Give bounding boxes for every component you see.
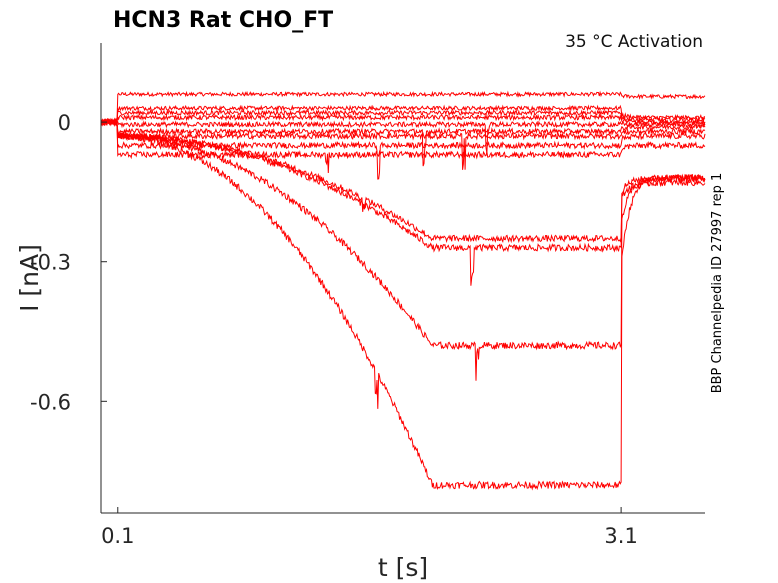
series-line	[100, 104, 706, 126]
y-tick-label: -0.3	[30, 251, 71, 275]
x-tick-label: 3.1	[604, 524, 637, 548]
side-label: BBP Channelpedia ID 27997 rep 1	[710, 173, 725, 394]
series-line	[100, 117, 706, 174]
x-ticks-group: 0.1 3.1	[101, 507, 638, 548]
y-axis-label: I [nA]	[15, 244, 44, 312]
series-line	[100, 113, 706, 127]
x-axis-label: t [s]	[378, 553, 428, 582]
series-line	[100, 90, 706, 125]
series-line	[100, 118, 706, 491]
chart-subtitle: 35 °C Activation	[565, 32, 703, 52]
y-tick-label: -0.6	[30, 390, 71, 414]
series-line	[100, 117, 706, 286]
series-line	[100, 117, 706, 180]
traces-group	[100, 90, 706, 491]
series-line	[100, 108, 706, 125]
y-ticks-group: 0 -0.3 -0.6	[30, 111, 107, 414]
series-line	[100, 118, 706, 154]
y-tick-label: 0	[58, 111, 71, 135]
x-tick-label: 0.1	[101, 524, 134, 548]
series-line	[100, 119, 706, 170]
chart-title: HCN3 Rat CHO_FT	[113, 8, 333, 33]
series-line	[100, 119, 706, 167]
series-line	[100, 117, 706, 381]
